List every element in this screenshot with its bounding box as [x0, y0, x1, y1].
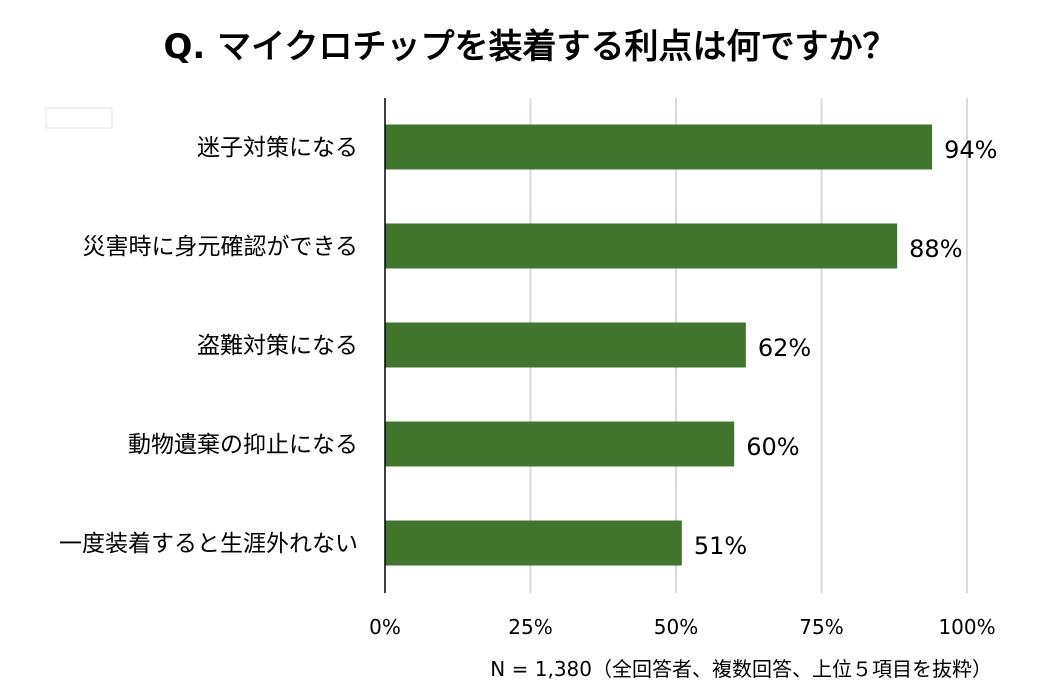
- category-label: 動物遺棄の抑止になる: [128, 432, 358, 458]
- chart-title: Q. マイクロチップを装着する利点は何ですか？: [164, 27, 897, 67]
- value-label: 60%: [746, 433, 799, 461]
- sample-note: N = 1,380（全回答者、複数回答、上位５項目を抜粋）: [490, 657, 992, 681]
- category-label: 災害時に身元確認ができる: [82, 234, 358, 260]
- value-labels: 94% 88% 62% 60% 51%: [694, 136, 998, 560]
- watermark-stamp: [45, 107, 113, 129]
- x-tick-labels: 0% 25% 50% 75% 100%: [369, 615, 995, 639]
- x-tick-label: 75%: [799, 615, 843, 639]
- x-tick-label: 25%: [508, 615, 552, 639]
- bar: [385, 520, 682, 566]
- value-label: 51%: [694, 532, 747, 560]
- x-tick-label: 50%: [654, 615, 698, 639]
- bar: [385, 124, 933, 170]
- value-label: 94%: [944, 136, 997, 164]
- category-label: 迷子対策になる: [197, 135, 358, 161]
- x-tick-label: 100%: [938, 615, 995, 639]
- category-label: 盗難対策になる: [197, 333, 358, 359]
- bar: [385, 421, 735, 467]
- category-labels: 迷子対策になる災害時に身元確認ができる盗難対策になる動物遺棄の抑止になる一度装着…: [59, 135, 358, 557]
- bar: [385, 322, 746, 368]
- category-label: 一度装着すると生涯外れない: [59, 531, 358, 557]
- bars: [385, 124, 933, 566]
- x-tick-label: 0%: [369, 615, 401, 639]
- value-label: 88%: [909, 235, 962, 263]
- value-label: 62%: [758, 334, 811, 362]
- bar: [385, 223, 898, 269]
